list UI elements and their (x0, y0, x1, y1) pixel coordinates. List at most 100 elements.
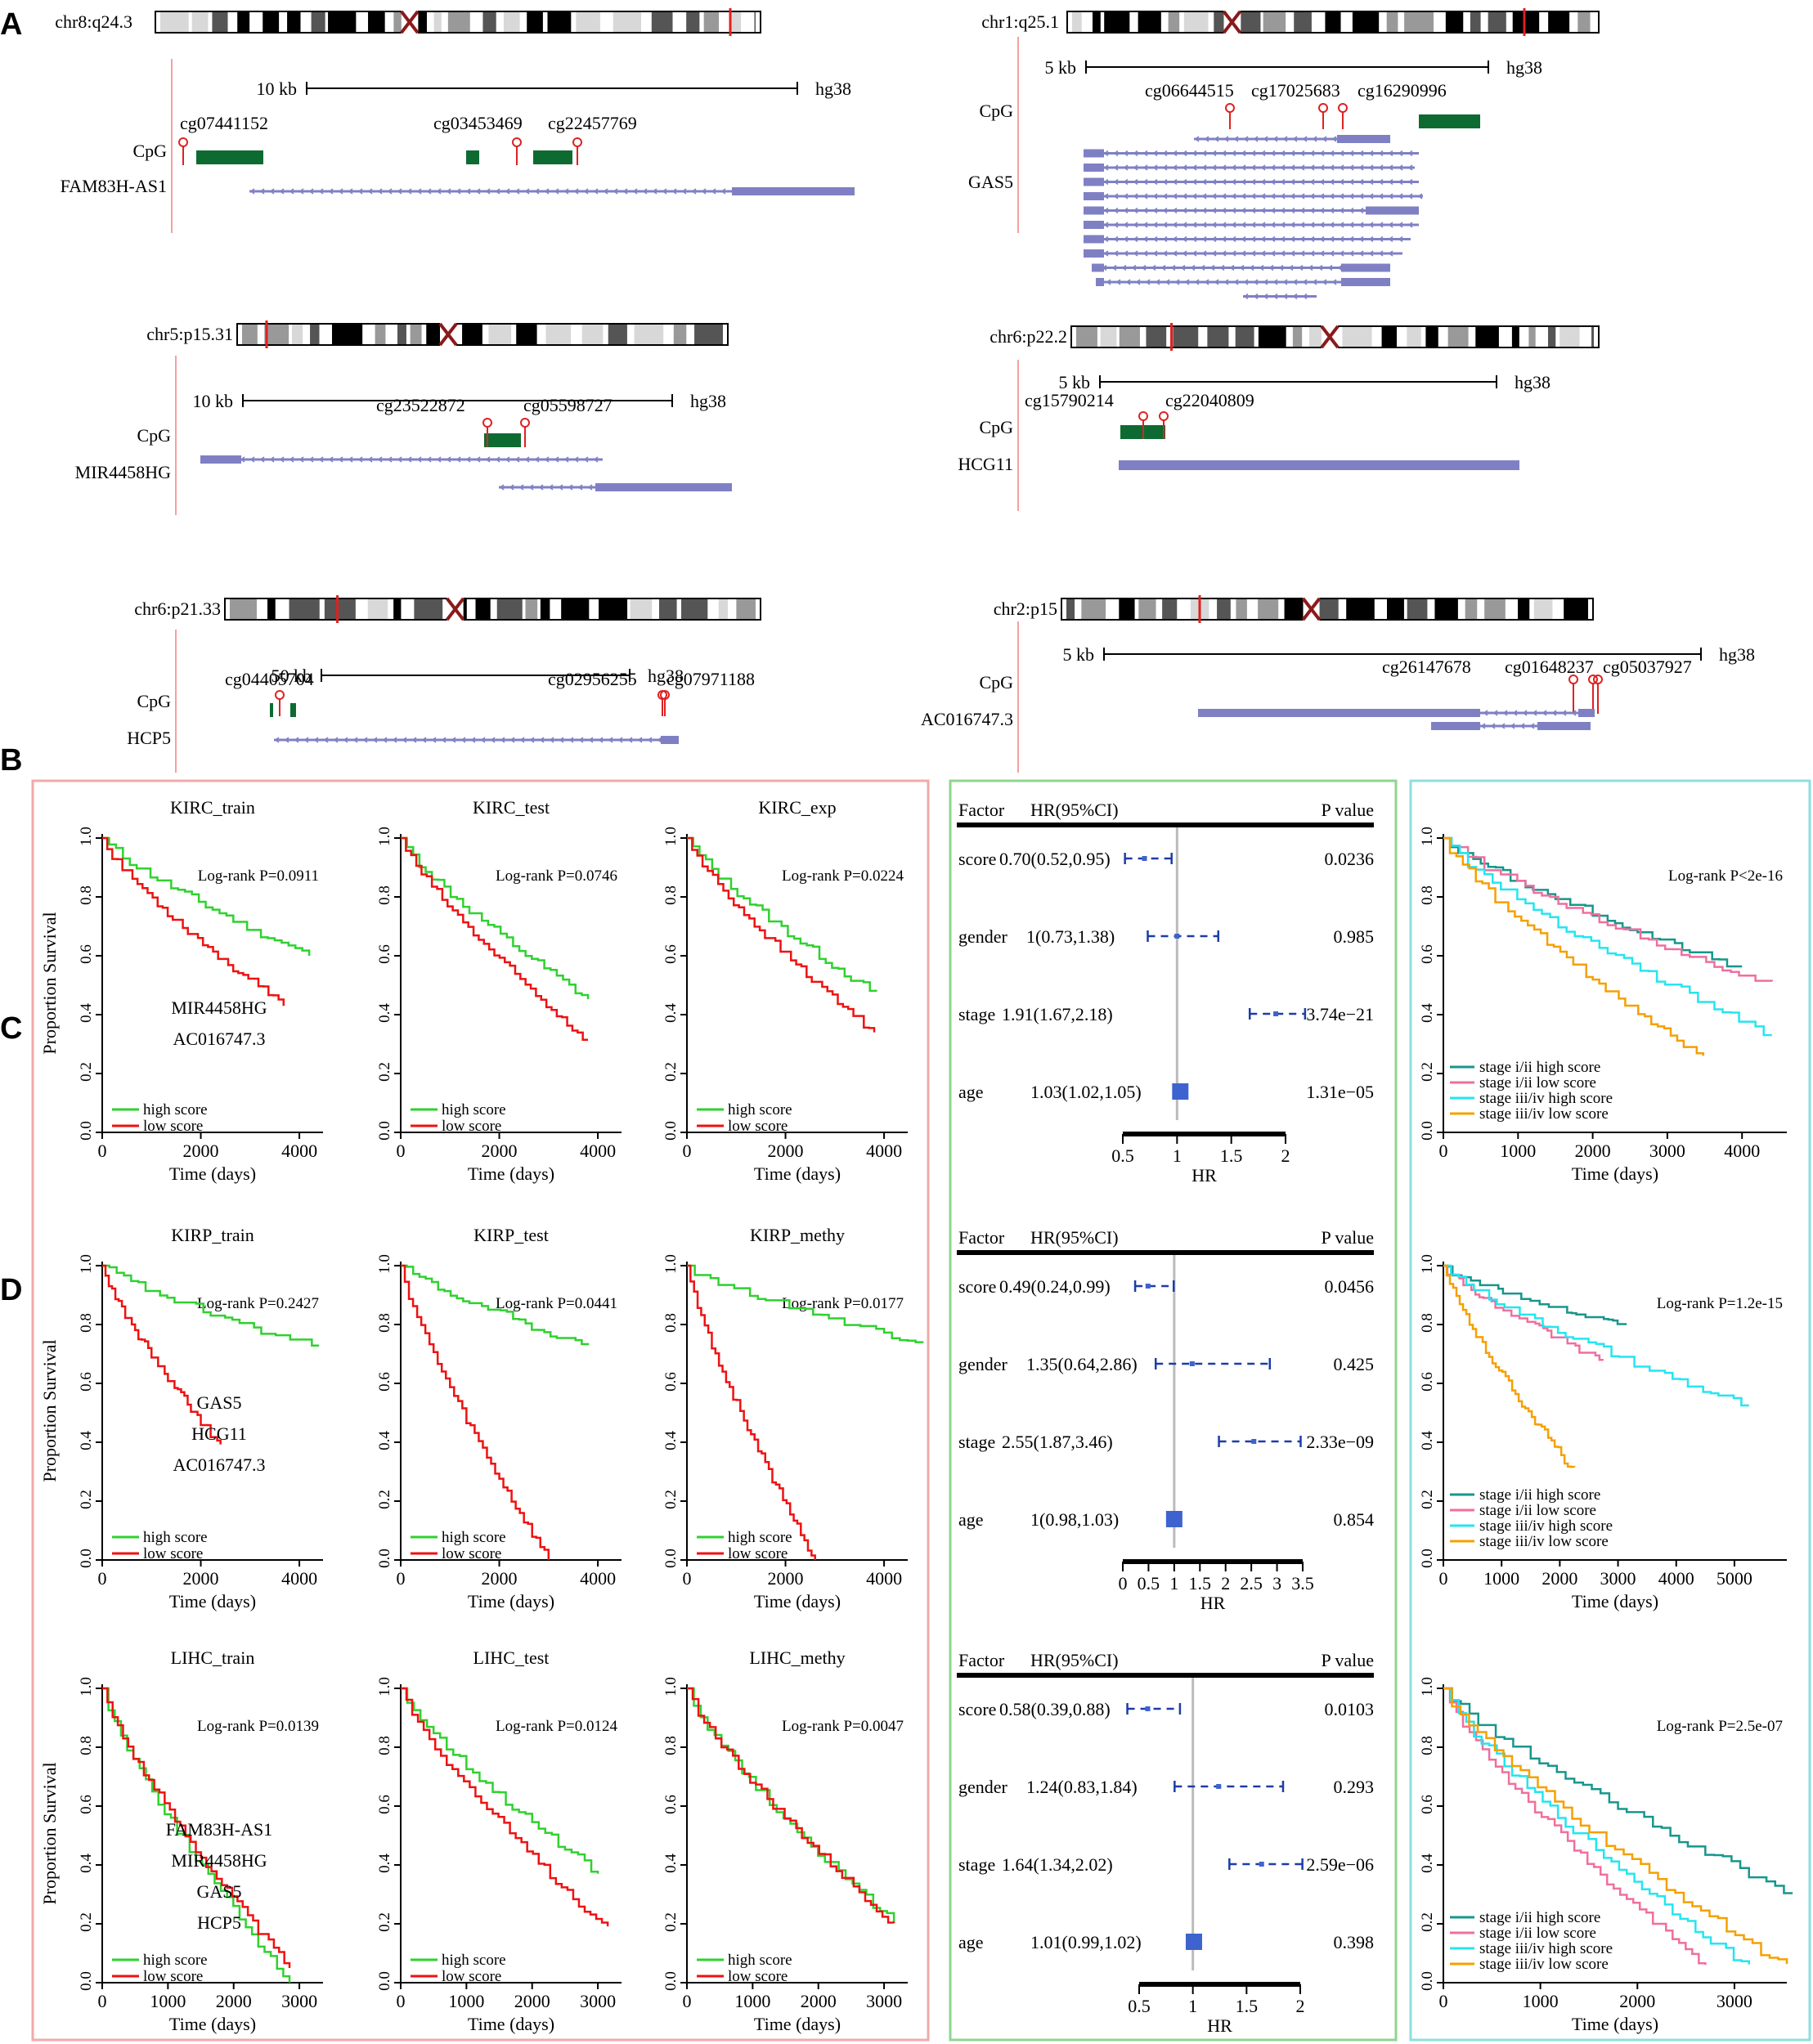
strand-arrow (1270, 235, 1276, 243)
strand-arrow (1280, 150, 1286, 157)
y-tick-label: 0.6 (376, 1795, 393, 1814)
x-tick-label: 3000 (1717, 1991, 1752, 2011)
strand-arrow (1329, 207, 1335, 214)
cpg-label: CpG (979, 101, 1013, 121)
panel-letter-c: C (0, 1011, 22, 1046)
strand-arrow (1103, 178, 1109, 186)
probe-id: cg05037927 (1603, 657, 1692, 677)
strand-arrow (524, 456, 530, 463)
forest-factor: gender (958, 1354, 1008, 1374)
strand-arrow (1319, 222, 1325, 228)
strand-arrow (367, 188, 373, 195)
strand-arrow (1113, 222, 1119, 228)
strand-arrow (1290, 207, 1295, 214)
y-tick-label: 0.2 (1419, 1912, 1436, 1932)
y-axis-label: Proportion Survival (39, 912, 60, 1054)
x-axis-label: Time (days) (754, 1591, 841, 1611)
y-tick-label: 0.8 (376, 885, 393, 905)
y-tick-label: 0.2 (662, 1912, 680, 1932)
x-axis-label: Time (days) (468, 1591, 554, 1611)
gene-label: HCG11 (958, 454, 1013, 474)
strand-arrow (1250, 193, 1256, 199)
strand-arrow (1398, 235, 1403, 243)
strand-arrow (1339, 178, 1344, 186)
probe-id: cg06644515 (1145, 80, 1234, 101)
strand-arrow (1152, 193, 1158, 199)
strand-arrow (1398, 193, 1403, 199)
strand-arrow (1182, 178, 1187, 186)
strand-arrow (593, 456, 599, 463)
strand-arrow (1260, 222, 1266, 228)
strand-arrow (308, 188, 314, 195)
chromosome-band (1518, 599, 1530, 619)
chromosome-band (433, 12, 442, 32)
x-axis-label: Time (days) (754, 2014, 841, 2034)
y-tick-label: 1.0 (1419, 1677, 1436, 1697)
x-axis-label: Time (days) (754, 1163, 841, 1184)
strand-arrow (1299, 164, 1305, 171)
y-tick-label: 0.8 (662, 1736, 680, 1755)
forest-marker (1145, 1706, 1151, 1711)
strand-arrow (1260, 150, 1266, 157)
stage-logrank-p: Log-rank P=1.2e-15 (1657, 1295, 1783, 1312)
strand-arrow (1231, 150, 1236, 157)
strand-arrow (1172, 250, 1178, 257)
probe-marker (1138, 411, 1148, 421)
strand-arrow (451, 737, 456, 743)
chromosome-band (1325, 12, 1341, 32)
strand-arrow (1407, 222, 1413, 228)
strand-arrow (1123, 222, 1129, 228)
chromosome-band (1564, 599, 1588, 619)
strand-arrow (1211, 250, 1217, 257)
exon (1084, 164, 1104, 172)
strand-arrow (1378, 250, 1384, 257)
forest-pvalue: 0.854 (1334, 1509, 1375, 1530)
strand-arrow (1259, 264, 1264, 271)
y-tick-label: 0.6 (78, 1372, 95, 1392)
strand-arrow (1142, 193, 1148, 199)
strand-arrow (1388, 222, 1393, 228)
y-tick-label: 0.6 (376, 944, 393, 964)
legend-low: low score (728, 1968, 788, 1985)
strand-arrow (1480, 723, 1486, 729)
strand-arrow (455, 456, 461, 463)
strand-arrow (259, 456, 265, 463)
strand-arrow (1250, 222, 1256, 228)
chromosome-band (527, 12, 543, 32)
strand-arrow (1483, 710, 1488, 716)
chromosome-band (576, 12, 600, 32)
km-title: KIRC_test (473, 797, 550, 818)
strand-arrow (1260, 235, 1266, 243)
chromosome-band (475, 599, 491, 619)
strand-arrow (1407, 193, 1413, 199)
strand-arrow (1282, 293, 1288, 300)
forest-marker (1259, 1862, 1264, 1867)
forest-pvalue: 0.425 (1334, 1354, 1375, 1374)
forest-pvalue: 3.74e−21 (1306, 1004, 1374, 1024)
legend-high: high score (728, 1952, 792, 1969)
strand-arrow (1103, 222, 1109, 228)
y-tick-label: 0.6 (1419, 1372, 1436, 1392)
strand-arrow (1388, 164, 1393, 171)
forest-tick-label: 0.5 (1138, 1573, 1160, 1594)
strand-arrow (397, 456, 402, 463)
strand-arrow (1317, 264, 1323, 271)
x-tick-label: 2000 (183, 1568, 219, 1589)
strand-arrow (1152, 207, 1158, 214)
strand-arrow (1172, 235, 1178, 243)
x-tick-label: 4000 (866, 1141, 902, 1161)
strand-arrow (1152, 222, 1158, 228)
strand-arrow (416, 188, 422, 195)
strand-arrow (1349, 235, 1354, 243)
strand-arrow (1133, 150, 1138, 157)
km-title: LIHC_methy (749, 1647, 845, 1668)
strand-arrow (1155, 279, 1160, 285)
strand-arrow (1135, 279, 1141, 285)
strand-arrow (348, 456, 353, 463)
logrank-p: Log-rank P=0.0746 (496, 867, 617, 885)
probe-id: cg03453469 (433, 113, 523, 133)
strand-arrow (1250, 178, 1256, 186)
stage-curve (1443, 1264, 1604, 1361)
y-tick-label: 0.4 (78, 1853, 95, 1873)
chromosome-band (289, 599, 320, 619)
